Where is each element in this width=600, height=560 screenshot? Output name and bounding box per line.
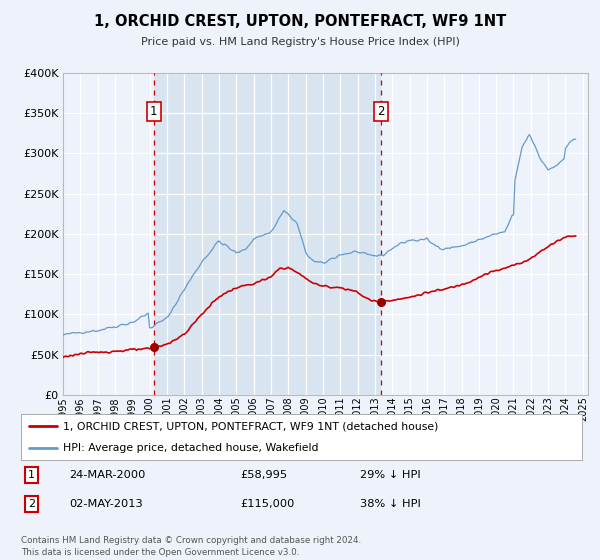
Text: Contains HM Land Registry data © Crown copyright and database right 2024.
This d: Contains HM Land Registry data © Crown c… xyxy=(21,536,361,557)
Bar xyxy=(154,73,380,395)
Text: 1: 1 xyxy=(28,470,35,480)
Text: 1: 1 xyxy=(150,105,157,118)
Text: £58,995: £58,995 xyxy=(240,470,287,480)
Text: 38% ↓ HPI: 38% ↓ HPI xyxy=(360,499,421,509)
Text: 29% ↓ HPI: 29% ↓ HPI xyxy=(360,470,421,480)
Text: Price paid vs. HM Land Registry's House Price Index (HPI): Price paid vs. HM Land Registry's House … xyxy=(140,37,460,47)
Text: 02-MAY-2013: 02-MAY-2013 xyxy=(69,499,143,509)
Text: 1, ORCHID CREST, UPTON, PONTEFRACT, WF9 1NT: 1, ORCHID CREST, UPTON, PONTEFRACT, WF9 … xyxy=(94,14,506,29)
Text: 2: 2 xyxy=(28,499,35,509)
Text: HPI: Average price, detached house, Wakefield: HPI: Average price, detached house, Wake… xyxy=(63,443,319,453)
Text: 2: 2 xyxy=(377,105,385,118)
Text: 24-MAR-2000: 24-MAR-2000 xyxy=(69,470,145,480)
Text: £115,000: £115,000 xyxy=(240,499,295,509)
Text: 1, ORCHID CREST, UPTON, PONTEFRACT, WF9 1NT (detached house): 1, ORCHID CREST, UPTON, PONTEFRACT, WF9 … xyxy=(63,421,439,431)
